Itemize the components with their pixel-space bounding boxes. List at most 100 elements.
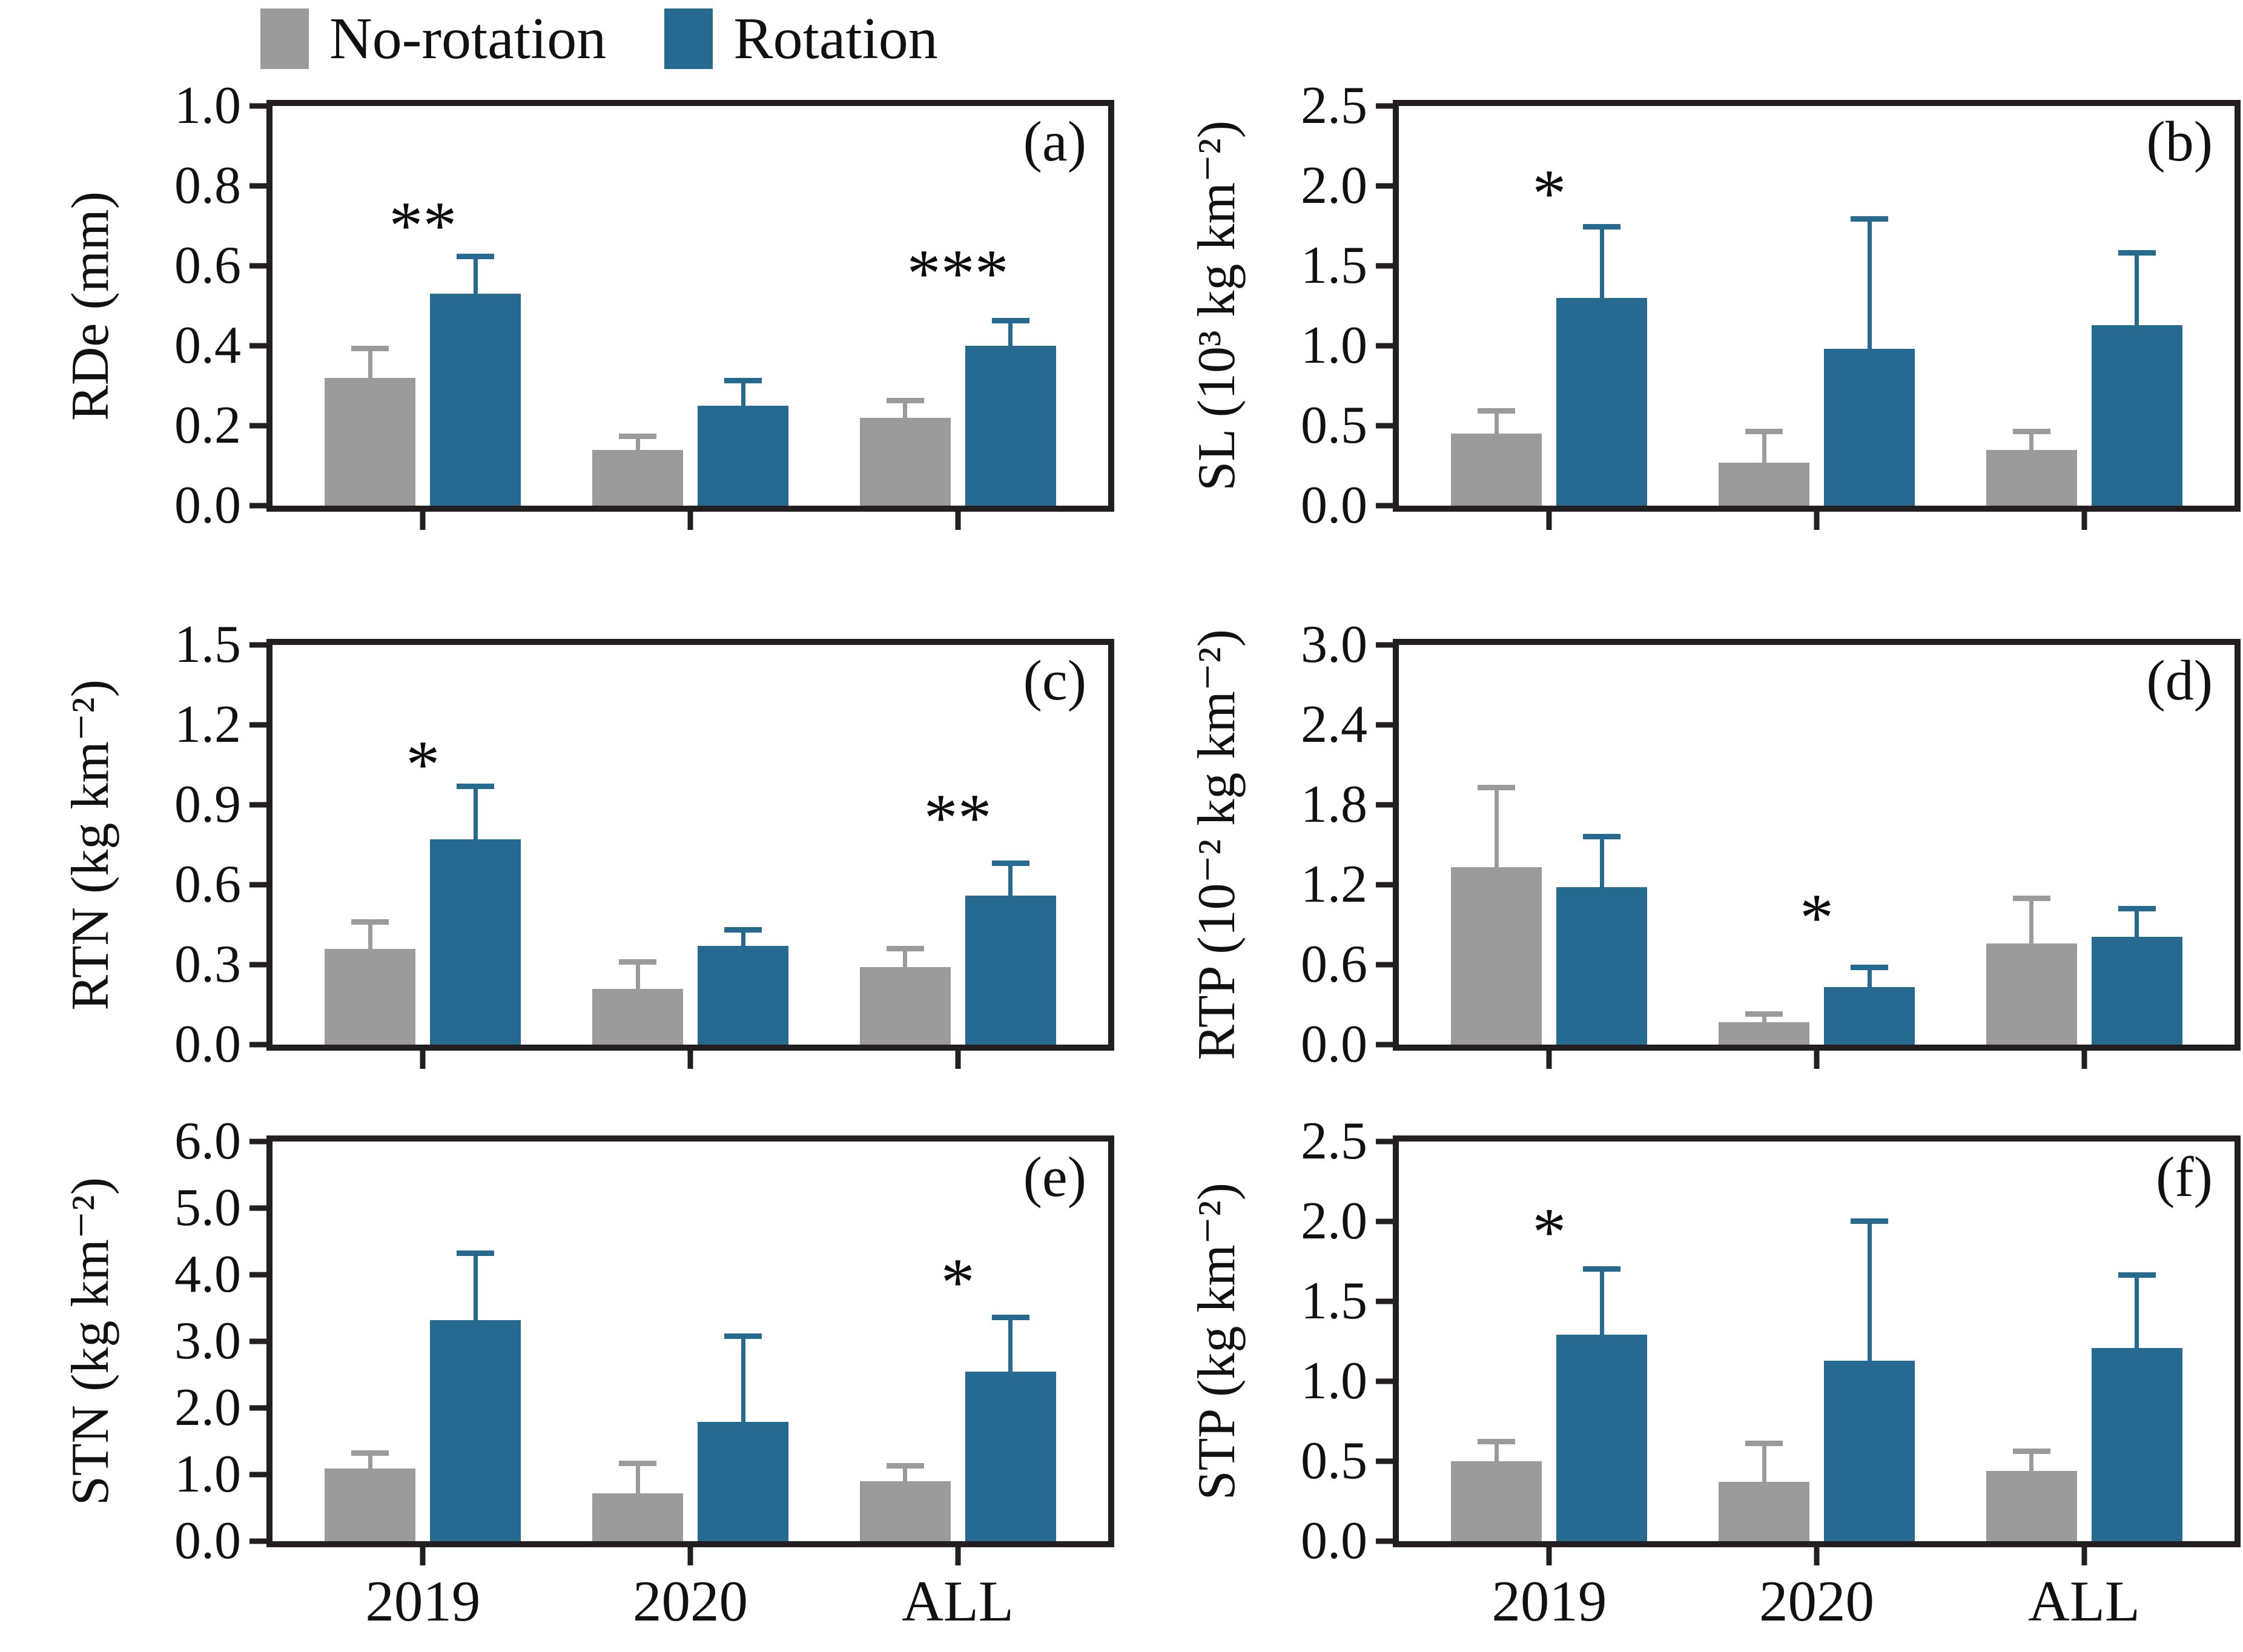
- error-bar: [635, 1464, 640, 1493]
- y-tick-mark: [249, 722, 266, 728]
- bar: [859, 417, 951, 506]
- x-tick-mark: [687, 512, 693, 530]
- legend-item-no-rotation: No-rotation: [260, 8, 606, 69]
- panel-b: SL (10³ kg km⁻²) 0.0 0.5 1.0 1.5 2.0 2.5 (b) …: [1181, 79, 2241, 532]
- y-tick-mark: [1376, 722, 1393, 728]
- y-tick-label: 3.0: [174, 1312, 241, 1370]
- error-bar: [2135, 254, 2139, 325]
- y-tick-label: 1.0: [174, 1445, 241, 1504]
- bar: [965, 1371, 1056, 1541]
- x-tick-label: 2020: [1759, 1569, 1874, 1633]
- bar: [859, 1481, 951, 1541]
- error-bar-cap: [2012, 429, 2050, 435]
- error-bar-cap: [2118, 1272, 2156, 1278]
- plot-area: (b) *: [1393, 100, 2241, 530]
- y-tick-label: 0.8: [174, 156, 241, 215]
- x-tick-label: 2019: [1491, 1569, 1607, 1633]
- error-bar-cap: [1583, 1266, 1621, 1272]
- x-tick-mark: [687, 1547, 693, 1565]
- plot-area: (a) ** ***: [266, 100, 1114, 530]
- error-bar-cap: [1851, 1218, 1888, 1224]
- y-tick-mark: [249, 642, 266, 648]
- y-tick-mark: [249, 1205, 266, 1211]
- y-tick-label: 0.6: [174, 236, 241, 295]
- y-tick-label: 5.0: [174, 1178, 241, 1237]
- error-bar: [2135, 910, 2139, 937]
- y-tick-mark: [1376, 1218, 1393, 1224]
- x-tick-label: 2019: [365, 1569, 481, 1633]
- x-tick-mark: [687, 1051, 693, 1069]
- x-tick-mark: [1814, 1547, 1820, 1565]
- bar: [2091, 1347, 2182, 1541]
- y-tick-mark: [249, 1472, 266, 1478]
- x-tick-mark: [1546, 1051, 1552, 1069]
- y-tick-mark: [249, 1338, 266, 1344]
- error-bar-cap: [2012, 1448, 2050, 1454]
- y-axis-label: RDe (mm): [55, 100, 127, 512]
- plot-area: (d) *: [1393, 639, 2241, 1069]
- bar: [1824, 349, 1915, 506]
- error-bar: [473, 787, 478, 840]
- y-tick-label: 0.0: [174, 476, 241, 535]
- y-tick-label: 1.5: [1301, 1272, 1367, 1330]
- error-bar: [1762, 1016, 1766, 1022]
- bar: [698, 406, 788, 506]
- error-bar: [1867, 220, 1872, 349]
- error-bar-cap: [724, 377, 762, 383]
- y-tick-mark: [1376, 503, 1393, 509]
- panel-d: RTP (10⁻² kg km⁻²) 0.0 0.6 1.2 1.8 2.4 3.0 (d…: [1181, 618, 2241, 1071]
- y-tick-label: 1.8: [1301, 775, 1367, 834]
- error-bar: [1599, 838, 1604, 888]
- bar: [1556, 297, 1648, 506]
- significance-marker: *: [406, 727, 440, 802]
- significance-marker: *: [1532, 1195, 1567, 1270]
- x-tick-label: 2020: [633, 1569, 748, 1633]
- error-bar: [1008, 865, 1013, 896]
- y-tick-label: 1.0: [1301, 316, 1367, 375]
- y-tick-mark: [1376, 642, 1393, 648]
- error-bar: [2029, 1452, 2034, 1471]
- y-tick-label: 2.0: [1301, 156, 1367, 215]
- y-tick-label: 0.5: [1301, 396, 1367, 455]
- bar: [592, 1493, 683, 1541]
- y-tick-label: 2.5: [1301, 76, 1367, 135]
- y-tick-label: 2.0: [1301, 1192, 1367, 1251]
- y-tick-mark: [1376, 1042, 1393, 1048]
- y-tick-label: 0.0: [1301, 1512, 1367, 1570]
- y-tick-mark: [249, 263, 266, 269]
- y-axis-label: RTN (kg km⁻²): [55, 639, 127, 1051]
- y-tick-label: 2.0: [174, 1378, 241, 1437]
- bar: [2091, 936, 2182, 1045]
- x-tick-mark: [420, 1051, 426, 1069]
- error-bar: [1494, 789, 1499, 868]
- bar: [325, 948, 416, 1045]
- bar: [1719, 1022, 1809, 1045]
- bar: [1719, 462, 1809, 506]
- y-tick-labels: 0.0 0.3 0.6 0.9 1.2 1.5: [127, 618, 266, 1071]
- error-bar-cap: [991, 861, 1029, 867]
- y-tick-label: 0.3: [174, 935, 241, 994]
- significance-marker: *: [1532, 156, 1567, 232]
- error-bar-cap: [351, 919, 389, 925]
- error-bar: [1008, 1319, 1013, 1372]
- bar: [965, 895, 1056, 1045]
- bar: [1451, 434, 1542, 506]
- y-axis-label-text: STP (kg km⁻²): [1188, 1182, 1246, 1501]
- error-bar: [741, 382, 745, 406]
- bar: [1986, 449, 2077, 506]
- error-bar-cap: [619, 434, 656, 440]
- y-tick-label: 1.0: [174, 76, 241, 135]
- y-tick-labels: 0.0 0.5 1.0 1.5 2.0 2.5: [1254, 1115, 1393, 1568]
- plot-area: (f) 2019 2020 ALL *: [1393, 1135, 2241, 1630]
- error-bar: [1762, 1444, 1766, 1482]
- error-bar: [903, 401, 908, 418]
- significance-marker: **: [389, 188, 457, 263]
- error-bar-cap: [724, 1333, 762, 1339]
- error-bar: [473, 1255, 478, 1320]
- error-bar: [1867, 1222, 1872, 1361]
- rotation-swatch-icon: [664, 8, 713, 69]
- bar: [859, 967, 951, 1045]
- panel-letter: (f): [2156, 1146, 2213, 1209]
- error-bar-cap: [991, 317, 1029, 323]
- bar: [1719, 1482, 1809, 1541]
